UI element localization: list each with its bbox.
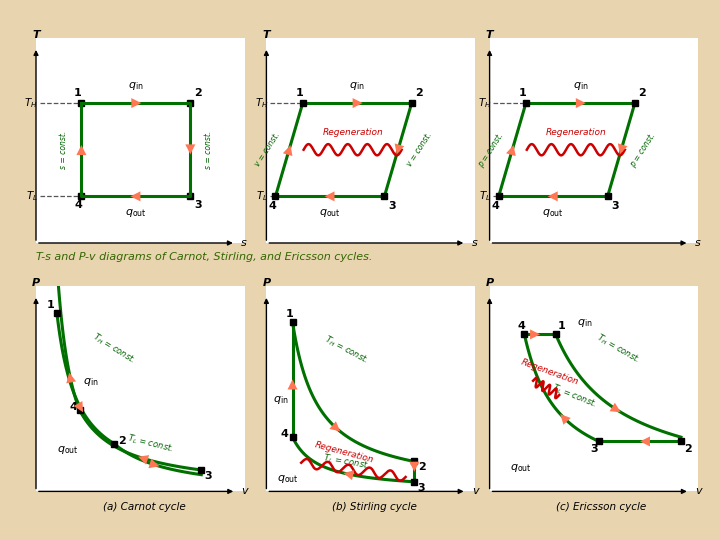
Text: (b) Stirling cycle: (b) Stirling cycle xyxy=(332,502,417,512)
Text: 2: 2 xyxy=(639,87,647,98)
Text: 2: 2 xyxy=(685,444,692,454)
Text: 2: 2 xyxy=(194,87,202,98)
Text: Regeneration: Regeneration xyxy=(520,357,580,387)
Text: $T_H$ = const.: $T_H$ = const. xyxy=(322,333,371,367)
Text: $T_H$: $T_H$ xyxy=(255,96,269,110)
Text: $q_\mathrm{out}$: $q_\mathrm{out}$ xyxy=(125,207,147,219)
Text: $q_\mathrm{out}$: $q_\mathrm{out}$ xyxy=(276,472,299,485)
Text: s: s xyxy=(695,238,701,248)
Text: 2: 2 xyxy=(415,87,423,98)
Text: (a) Carnot cycle: (a) Carnot cycle xyxy=(103,502,185,512)
Text: s = const.: s = const. xyxy=(59,131,68,169)
Text: v: v xyxy=(472,487,478,496)
Text: Regeneration: Regeneration xyxy=(546,129,606,138)
Text: p = const.: p = const. xyxy=(476,131,505,168)
Text: 4: 4 xyxy=(280,429,288,439)
Text: (c) Ericsson cycle: (c) Ericsson cycle xyxy=(556,502,647,512)
Text: 4: 4 xyxy=(269,201,276,212)
Text: 3: 3 xyxy=(204,471,212,481)
Text: P: P xyxy=(485,278,494,288)
Text: $q_\mathrm{out}$: $q_\mathrm{out}$ xyxy=(542,207,564,219)
Text: P: P xyxy=(32,278,40,288)
Text: s = const.: s = const. xyxy=(204,131,213,169)
Text: v = const.: v = const. xyxy=(253,131,282,168)
Text: 4: 4 xyxy=(74,200,82,210)
Text: v: v xyxy=(241,487,248,496)
Text: 3: 3 xyxy=(611,201,619,212)
Text: 2: 2 xyxy=(418,462,426,472)
Text: 4: 4 xyxy=(492,201,499,212)
Text: Regeneration: Regeneration xyxy=(323,129,383,138)
Text: $q_\mathrm{out}$: $q_\mathrm{out}$ xyxy=(319,207,341,219)
Text: T: T xyxy=(486,30,493,39)
Text: $T_L$: $T_L$ xyxy=(26,190,38,203)
Text: 3: 3 xyxy=(590,444,598,454)
Text: $q_\mathrm{in}$: $q_\mathrm{in}$ xyxy=(577,318,592,329)
Text: 3: 3 xyxy=(418,483,426,492)
Text: T: T xyxy=(32,30,40,39)
Text: 1: 1 xyxy=(557,321,565,331)
Text: 1: 1 xyxy=(46,300,54,309)
Text: $q_\mathrm{out}$: $q_\mathrm{out}$ xyxy=(510,462,532,474)
Text: $T_L$ = const.: $T_L$ = const. xyxy=(127,432,175,456)
Text: Regeneration: Regeneration xyxy=(314,440,375,464)
Text: s: s xyxy=(472,238,477,248)
Text: 4: 4 xyxy=(518,321,526,331)
Text: $q_\mathrm{in}$: $q_\mathrm{in}$ xyxy=(349,80,365,92)
Text: $T_L$: $T_L$ xyxy=(480,190,492,203)
Text: s: s xyxy=(241,238,247,248)
Text: $q_\mathrm{in}$: $q_\mathrm{in}$ xyxy=(128,80,144,92)
Text: $T_H$: $T_H$ xyxy=(24,96,38,110)
Text: $q_\mathrm{in}$: $q_\mathrm{in}$ xyxy=(274,394,289,406)
Text: v: v xyxy=(695,487,701,496)
Text: T-s and P-v diagrams of Carnot, Stirling, and Ericsson cycles.: T-s and P-v diagrams of Carnot, Stirling… xyxy=(36,252,372,261)
Text: 1: 1 xyxy=(518,87,526,98)
Text: $q_\mathrm{in}$: $q_\mathrm{in}$ xyxy=(572,80,588,92)
Text: p = const.: p = const. xyxy=(629,131,657,168)
Text: $T_H$ = const.: $T_H$ = const. xyxy=(594,332,642,367)
Text: 1: 1 xyxy=(74,87,82,98)
Text: $T_L$ = const.: $T_L$ = const. xyxy=(322,451,371,472)
Text: $T_L$ = const.: $T_L$ = const. xyxy=(551,382,599,411)
Text: $q_\mathrm{out}$: $q_\mathrm{out}$ xyxy=(57,444,78,456)
Text: 4: 4 xyxy=(69,402,77,412)
Text: $T_H$ = const.: $T_H$ = const. xyxy=(90,330,138,367)
Text: 3: 3 xyxy=(194,200,202,210)
Text: $T_H$: $T_H$ xyxy=(478,96,492,110)
Text: $q_\mathrm{in}$: $q_\mathrm{in}$ xyxy=(83,376,99,388)
Text: T: T xyxy=(263,30,270,39)
Text: 3: 3 xyxy=(388,201,396,212)
Text: 1: 1 xyxy=(295,87,303,98)
Text: 2: 2 xyxy=(118,436,125,446)
Text: P: P xyxy=(262,278,271,288)
Text: $T_L$: $T_L$ xyxy=(256,190,269,203)
Text: v = const.: v = const. xyxy=(405,131,434,168)
Text: 1: 1 xyxy=(286,308,293,319)
